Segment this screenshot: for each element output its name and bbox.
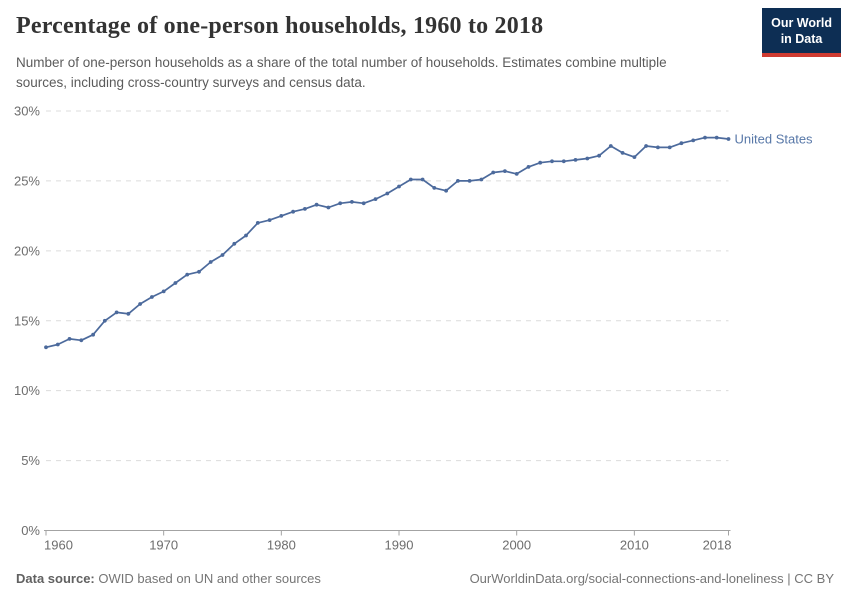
footer-link[interactable]: OurWorldinData.org/social-connections-an… xyxy=(469,571,784,586)
data-point xyxy=(67,337,72,341)
data-point xyxy=(102,318,107,323)
data-point xyxy=(408,177,413,182)
data-point xyxy=(632,155,637,159)
data-point xyxy=(126,311,131,316)
x-axis-label: 2010 xyxy=(620,538,649,553)
page-title: Percentage of one-person households, 196… xyxy=(16,13,544,39)
x-axis-label: 2018 xyxy=(703,538,732,553)
data-point xyxy=(350,200,354,204)
data-point xyxy=(361,201,366,206)
chart-footer: Data source: OWID based on UN and other … xyxy=(16,571,834,586)
data-point xyxy=(526,165,531,169)
data-point xyxy=(267,218,272,222)
data-source-label: Data source: xyxy=(16,571,95,586)
data-point xyxy=(326,205,331,210)
data-point xyxy=(373,197,378,201)
series-label: United States xyxy=(735,131,814,146)
x-axis-label: 2000 xyxy=(502,538,531,553)
page-subtitle: Number of one-person households as a sha… xyxy=(16,55,667,90)
x-axis-label: 1980 xyxy=(267,538,296,553)
data-point xyxy=(538,160,543,165)
data-point xyxy=(232,241,237,246)
y-axis-label: 0% xyxy=(21,523,40,538)
data-point xyxy=(197,269,201,274)
data-point xyxy=(314,202,319,207)
x-axis-label: 1990 xyxy=(385,538,414,553)
data-point xyxy=(550,159,554,164)
data-point xyxy=(114,310,119,315)
data-point xyxy=(279,214,284,218)
data-point xyxy=(608,144,613,148)
data-point xyxy=(55,342,60,347)
logo-line-1: Our World xyxy=(771,16,832,30)
y-axis-label: 20% xyxy=(14,243,40,258)
x-axis-label: 1970 xyxy=(149,538,178,553)
data-point xyxy=(667,145,672,150)
data-point xyxy=(291,209,295,214)
data-point xyxy=(255,221,260,225)
y-axis-label: 5% xyxy=(21,453,40,468)
data-point xyxy=(691,138,696,143)
data-point xyxy=(303,207,307,211)
data-point xyxy=(185,272,190,277)
y-axis-label: 15% xyxy=(14,313,40,328)
data-point xyxy=(597,153,601,158)
footer-license: | CC BY xyxy=(783,571,834,586)
data-point xyxy=(444,188,448,193)
chart-canvas: 0% 5% 10% 15% 20% 25% 30% 1960 1970 1980 1990 2000 2… xyxy=(14,104,814,553)
data-point xyxy=(726,137,731,141)
data-point xyxy=(514,172,519,176)
data-point xyxy=(244,233,248,238)
data-point xyxy=(656,145,660,150)
data-point xyxy=(644,144,648,148)
data-point xyxy=(208,260,213,264)
y-axis-label: 25% xyxy=(14,173,40,188)
data-point xyxy=(714,135,719,140)
data-point xyxy=(585,156,590,161)
x-axis-label: 1960 xyxy=(44,538,73,553)
data-point xyxy=(79,338,84,343)
data-point xyxy=(491,170,496,175)
y-axis-label: 10% xyxy=(14,383,40,398)
data-point xyxy=(44,345,48,350)
data-point xyxy=(161,289,166,294)
data-line xyxy=(45,136,730,349)
data-point xyxy=(561,159,566,164)
data-point xyxy=(620,151,625,155)
data-point xyxy=(679,141,684,146)
data-point xyxy=(173,281,178,285)
owid-logo: Our World in Data xyxy=(762,8,841,57)
logo-line-2: in Data xyxy=(780,32,823,47)
y-axis-label: 30% xyxy=(14,104,40,119)
footer-right: OurWorldinData.org/social-connections-an… xyxy=(470,571,834,586)
data-point xyxy=(503,169,507,173)
data-point xyxy=(456,179,460,183)
line-chart: 0% 5% 10% 15% 20% 25% 30% 1960 1970 1980 1990 2000 2… xyxy=(0,93,850,563)
data-point xyxy=(420,177,425,182)
data-point xyxy=(338,201,343,206)
data-source: Data source: OWID based on UN and other … xyxy=(16,571,321,586)
data-source-text: OWID based on UN and other sources xyxy=(94,571,321,586)
data-point xyxy=(467,179,472,183)
data-point xyxy=(150,295,154,299)
data-point xyxy=(91,332,95,337)
data-point xyxy=(138,302,143,306)
data-point xyxy=(385,191,390,196)
data-point xyxy=(397,184,401,189)
data-point xyxy=(479,177,484,182)
data-point xyxy=(573,158,578,162)
data-point xyxy=(703,135,707,140)
data-point xyxy=(220,253,225,257)
data-point xyxy=(432,186,437,190)
